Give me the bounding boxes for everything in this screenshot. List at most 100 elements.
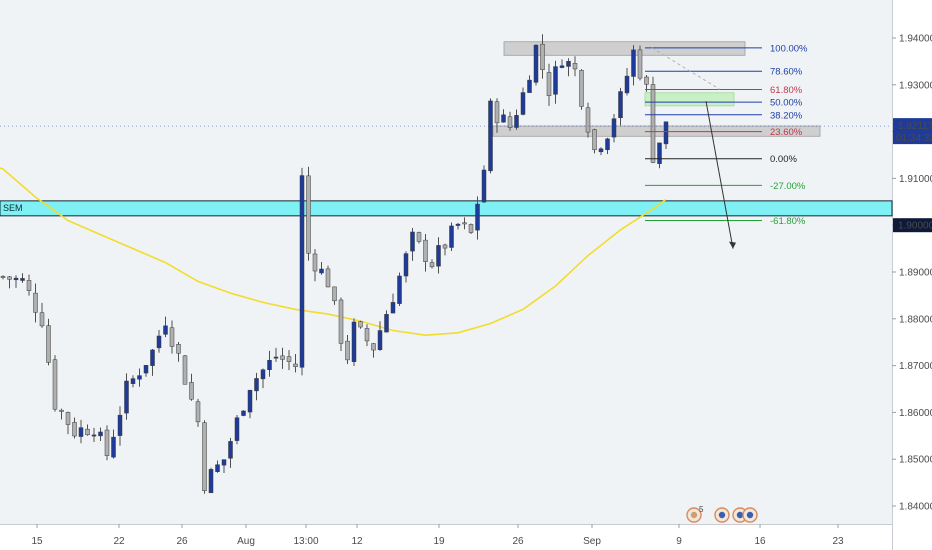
candle-body xyxy=(468,224,474,233)
candle-body xyxy=(91,434,97,437)
candle-body xyxy=(247,389,253,413)
candle-body xyxy=(377,330,383,351)
candle-body xyxy=(403,253,409,277)
fib-level-label: 0.00% xyxy=(770,154,797,165)
candle-body xyxy=(416,232,422,242)
y-tick-label: 1.84000 xyxy=(899,502,932,513)
countdown-label: 01:34:32 xyxy=(896,133,932,144)
candle-body xyxy=(104,429,110,456)
candle-body xyxy=(46,325,51,363)
candle-body xyxy=(13,277,19,281)
candle-body xyxy=(462,222,467,225)
candle-body xyxy=(423,239,428,262)
resistance-box[interactable] xyxy=(503,41,746,56)
projection-arrow[interactable] xyxy=(705,101,734,249)
candle-body xyxy=(234,417,240,441)
candle-body xyxy=(449,225,454,248)
candle-body xyxy=(72,422,77,437)
candle-body xyxy=(228,441,233,459)
candle-body xyxy=(598,148,604,153)
candle-body xyxy=(241,410,246,416)
candle-body xyxy=(319,268,324,274)
candle-body xyxy=(143,365,149,374)
sem-zone[interactable] xyxy=(0,200,893,217)
candle-body xyxy=(533,44,539,83)
candle-body xyxy=(65,412,71,425)
candle-body xyxy=(501,114,506,123)
candle-body xyxy=(215,464,220,472)
fib-level-label: 23.60% xyxy=(770,127,803,138)
candle-body xyxy=(436,245,441,267)
fib-level-label: -61.80% xyxy=(770,216,806,227)
candle-body xyxy=(397,275,402,304)
candle-body xyxy=(137,375,142,380)
candle-body xyxy=(507,116,513,128)
candle-body xyxy=(351,321,357,362)
candle-body xyxy=(280,355,285,360)
candle-body xyxy=(611,118,617,138)
candle-body xyxy=(410,231,415,252)
candle-body xyxy=(345,340,350,361)
candle-body xyxy=(111,436,116,458)
candle-body xyxy=(488,100,493,172)
globe-icon-inner xyxy=(718,511,726,519)
candle-body xyxy=(494,101,500,124)
x-tick-label: 13:00 xyxy=(293,536,318,547)
x-tick-label: 12 xyxy=(351,536,363,547)
candle-body xyxy=(130,378,136,384)
candle-body xyxy=(579,70,584,107)
x-tick-label: 26 xyxy=(512,536,524,547)
candle-body xyxy=(637,49,643,79)
candle-body xyxy=(254,378,259,392)
candle-body xyxy=(163,325,168,335)
candle-body xyxy=(39,312,45,327)
time-axis xyxy=(0,524,892,550)
x-tick-label: 26 xyxy=(176,536,188,547)
candle-body xyxy=(52,359,58,410)
projection-arrowhead xyxy=(729,241,736,249)
candle-body xyxy=(553,66,558,95)
candle-body xyxy=(540,43,545,70)
candle-body xyxy=(514,115,519,128)
candle-body xyxy=(221,459,227,466)
candle-body xyxy=(657,142,662,164)
golden-zone-box[interactable] xyxy=(644,92,735,107)
candle-body xyxy=(306,175,311,254)
x-tick-label: Sep xyxy=(583,536,601,547)
candle-body xyxy=(455,223,461,226)
candle-body xyxy=(267,359,272,371)
candle-body xyxy=(364,328,370,342)
candle-body xyxy=(169,327,175,347)
y-tick-label: 1.86000 xyxy=(899,408,932,419)
candle-body xyxy=(605,138,610,151)
x-tick-label: 15 xyxy=(31,536,43,547)
last-price-badge xyxy=(893,118,932,145)
candle-body xyxy=(481,169,487,203)
fib-trend-line xyxy=(651,47,721,90)
candle-body xyxy=(527,79,532,93)
candle-body xyxy=(59,409,64,412)
candle-body xyxy=(195,401,201,423)
candle-body xyxy=(371,343,376,351)
candle-body xyxy=(325,268,331,288)
candle-body xyxy=(475,203,480,231)
x-tick-label: Aug xyxy=(237,536,255,547)
y-tick-label: 1.87000 xyxy=(899,361,932,372)
candle-body xyxy=(390,302,396,314)
fib-level-label: 38.20% xyxy=(770,110,803,121)
candle-body xyxy=(124,380,129,414)
y-tick-label: 1.91000 xyxy=(899,174,932,185)
moving-average-line xyxy=(0,167,667,337)
candle-body xyxy=(7,276,12,280)
y-tick-label: 1.88000 xyxy=(899,314,932,325)
x-tick-label: 22 xyxy=(113,536,125,547)
candle-body xyxy=(338,299,344,344)
event-count-label: 5 xyxy=(699,505,704,514)
candle-body xyxy=(332,286,337,302)
candle-body xyxy=(624,75,630,94)
y-tick-label: 1.89000 xyxy=(899,268,932,279)
candle-body xyxy=(520,92,526,115)
candle-body xyxy=(644,76,649,85)
candle-body xyxy=(384,314,389,333)
